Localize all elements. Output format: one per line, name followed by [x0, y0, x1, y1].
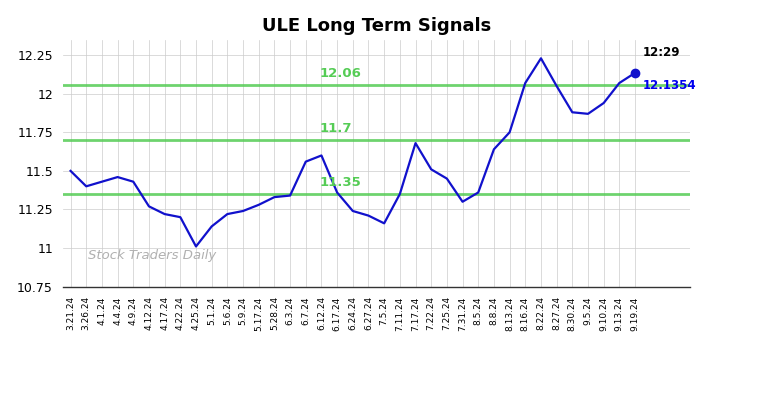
Text: Stock Traders Daily: Stock Traders Daily: [88, 249, 216, 262]
Text: 12.1354: 12.1354: [643, 79, 696, 92]
Text: 11.7: 11.7: [320, 123, 353, 135]
Title: ULE Long Term Signals: ULE Long Term Signals: [262, 18, 491, 35]
Text: 12.06: 12.06: [320, 67, 362, 80]
Text: 11.35: 11.35: [320, 176, 361, 189]
Text: 12:29: 12:29: [643, 46, 681, 59]
